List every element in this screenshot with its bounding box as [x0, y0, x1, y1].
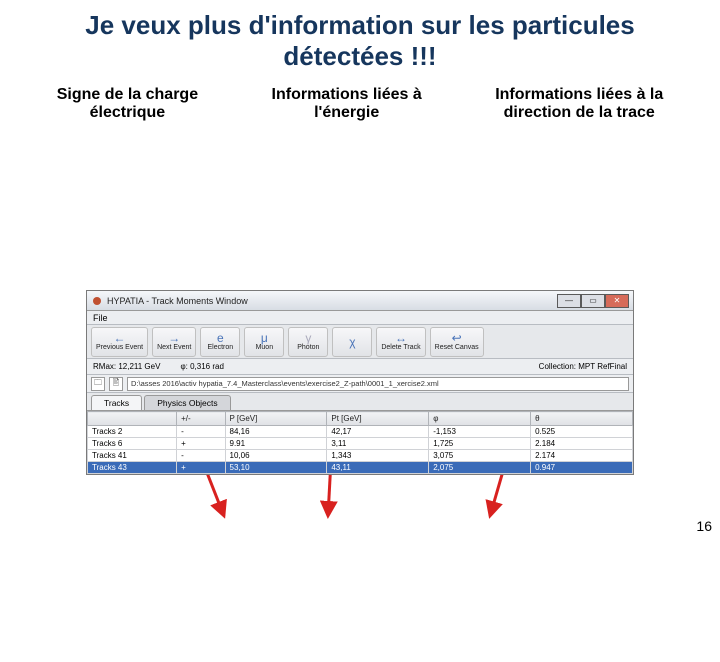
cell-name: Tracks 43 — [88, 462, 177, 474]
muon-label: Muon — [256, 344, 274, 351]
cell-sign: + — [177, 462, 225, 474]
minimize-button[interactable]: — — [557, 294, 581, 308]
electron-icon: e — [217, 332, 224, 344]
cell-p: 53,10 — [225, 462, 327, 474]
cell-sign: - — [177, 450, 225, 462]
table-row[interactable]: Tracks 43+53,1043,112,0750.947 — [88, 462, 633, 474]
delete-label: Delete Track — [381, 344, 420, 351]
path-field[interactable]: D:\asses 2016\activ hypatia_7.4_Mastercl… — [127, 377, 629, 391]
cell-theta: 2.184 — [531, 438, 633, 450]
cell-p: 10,06 — [225, 450, 327, 462]
col-phi[interactable]: φ — [429, 412, 531, 426]
cell-phi: 2,075 — [429, 462, 531, 474]
photon-label: Photon — [297, 344, 319, 351]
window-titlebar[interactable]: HYPATIA - Track Moments Window — ▭ ✕ — [87, 291, 633, 311]
cell-sign: - — [177, 426, 225, 438]
maximize-button[interactable]: ▭ — [581, 294, 605, 308]
menu-file[interactable]: File — [93, 313, 108, 323]
col-name[interactable] — [88, 412, 177, 426]
cell-name: Tracks 2 — [88, 426, 177, 438]
cell-pt: 42,17 — [327, 426, 429, 438]
table-row[interactable]: Tracks 2-84,1642,17-1,1530.525 — [88, 426, 633, 438]
info-collection: Collection: MPT RefFinal — [539, 362, 627, 371]
tracks-table: +/- P [GeV] Pt [GeV] φ θ Tracks 2-84,164… — [87, 411, 633, 474]
muon-icon: μ — [261, 332, 268, 344]
electron-button[interactable]: e Electron — [200, 327, 240, 357]
info-phi: φ: 0,316 rad — [180, 362, 223, 371]
split-icon: ↔ — [395, 332, 407, 344]
next-label: Next Event — [157, 344, 191, 351]
file-icon[interactable]: 🖹 — [109, 377, 123, 391]
menubar: File — [87, 311, 633, 325]
cell-pt: 43,11 — [327, 462, 429, 474]
infobar: RMax: 12,211 GeV φ: 0,316 rad Collection… — [87, 359, 633, 375]
table-row[interactable]: Tracks 41-10,061,3433,0752.174 — [88, 450, 633, 462]
cell-theta: 2.174 — [531, 450, 633, 462]
table-header-row: +/- P [GeV] Pt [GeV] φ θ — [88, 412, 633, 426]
info-rmax: RMax: 12,211 GeV — [93, 362, 160, 371]
folder-icon[interactable]: 🗀 — [91, 377, 105, 391]
photon-icon: γ — [305, 332, 311, 344]
prev-label: Previous Event — [96, 344, 143, 351]
cell-phi: 1,725 — [429, 438, 531, 450]
col-p[interactable]: P [GeV] — [225, 412, 327, 426]
app-window: HYPATIA - Track Moments Window — ▭ ✕ Fil… — [86, 290, 634, 475]
cell-name: Tracks 41 — [88, 450, 177, 462]
electron-label: Electron — [208, 344, 234, 351]
annotation-charge: Signe de la chargeélectrique — [57, 86, 198, 122]
col-theta[interactable]: θ — [531, 412, 633, 426]
next-event-button[interactable]: → Next Event — [152, 327, 196, 357]
reset-canvas-button[interactable]: ↩ Reset Canvas — [430, 327, 484, 357]
unknown-button[interactable]: χ — [332, 327, 372, 357]
close-button[interactable]: ✕ — [605, 294, 629, 308]
pathbar: 🗀 🖹 D:\asses 2016\activ hypatia_7.4_Mast… — [87, 375, 633, 393]
chi-icon: χ — [349, 336, 355, 348]
col-pt[interactable]: Pt [GeV] — [327, 412, 429, 426]
tabs: Tracks Physics Objects — [87, 393, 633, 411]
cell-phi: 3,075 — [429, 450, 531, 462]
app-icon — [91, 295, 103, 307]
cell-p: 84,16 — [225, 426, 327, 438]
toolbar: ← Previous Event → Next Event e Electron… — [87, 325, 633, 359]
cell-phi: -1,153 — [429, 426, 531, 438]
arrow-left-icon: ← — [114, 332, 126, 344]
cell-theta: 0.947 — [531, 462, 633, 474]
reset-label: Reset Canvas — [435, 344, 479, 351]
prev-event-button[interactable]: ← Previous Event — [91, 327, 148, 357]
cell-pt: 3,11 — [327, 438, 429, 450]
page-number: 16 — [696, 518, 712, 534]
delete-track-button[interactable]: ↔ Delete Track — [376, 327, 425, 357]
muon-button[interactable]: μ Muon — [244, 327, 284, 357]
cell-sign: + — [177, 438, 225, 450]
cell-pt: 1,343 — [327, 450, 429, 462]
reset-icon: ↩ — [452, 332, 462, 344]
page-title: Je veux plus d'information sur les parti… — [0, 0, 720, 86]
annotation-energy: Informations liées àl'énergie — [272, 86, 422, 122]
window-title: HYPATIA - Track Moments Window — [107, 296, 248, 306]
col-sign[interactable]: +/- — [177, 412, 225, 426]
annotation-direction: Informations liées à ladirection de la t… — [495, 86, 663, 122]
tab-physics[interactable]: Physics Objects — [144, 395, 230, 410]
photon-button[interactable]: γ Photon — [288, 327, 328, 357]
table-row[interactable]: Tracks 6+9.913,111,7252.184 — [88, 438, 633, 450]
annotations-row: Signe de la chargeélectrique Information… — [0, 86, 720, 122]
cell-name: Tracks 6 — [88, 438, 177, 450]
tab-tracks[interactable]: Tracks — [91, 395, 142, 410]
cell-theta: 0.525 — [531, 426, 633, 438]
cell-p: 9.91 — [225, 438, 327, 450]
arrow-right-icon: → — [168, 332, 180, 344]
